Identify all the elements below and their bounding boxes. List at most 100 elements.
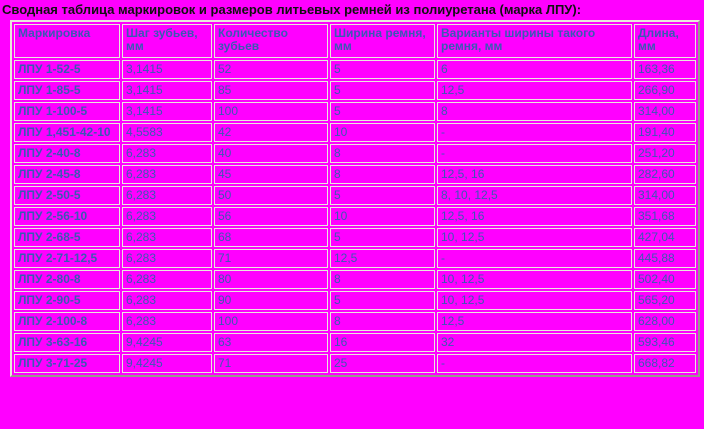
data-cell: 32	[437, 333, 632, 352]
data-cell: -	[437, 354, 632, 373]
row-label-cell: ЛПУ 2-80-8	[14, 270, 120, 289]
data-cell: 3,1415	[122, 60, 212, 79]
row-label-cell: ЛПУ 2-71-12,5	[14, 249, 120, 268]
data-cell: 12,5	[437, 81, 632, 100]
data-cell: 5	[330, 60, 435, 79]
data-cell: 8	[437, 102, 632, 121]
row-label-cell: ЛПУ 2-56-10	[14, 207, 120, 226]
data-cell: -	[437, 144, 632, 163]
data-cell: 25	[330, 354, 435, 373]
data-cell: 5	[330, 228, 435, 247]
data-cell: 6,283	[122, 144, 212, 163]
data-cell: 593,46	[634, 333, 696, 352]
table-row: ЛПУ 1-100-5 3,1415 100 5 8 314,00	[14, 102, 696, 121]
data-cell: 10, 12,5	[437, 291, 632, 310]
data-cell: 3,1415	[122, 81, 212, 100]
table-body: ЛПУ 1-52-5 3,1415 52 5 6 163,36 ЛПУ 1-85-5 3,14…	[14, 60, 696, 373]
data-cell: 100	[214, 102, 328, 121]
data-cell: 5	[330, 186, 435, 205]
column-header-belt-width: Ширина ремня, мм	[330, 24, 435, 58]
row-label-cell: ЛПУ 2-50-5	[14, 186, 120, 205]
row-label-cell: ЛПУ 2-40-8	[14, 144, 120, 163]
row-label-cell: ЛПУ 1,451-42-10	[14, 123, 120, 142]
row-label-cell: ЛПУ 1-52-5	[14, 60, 120, 79]
data-cell: 8	[330, 270, 435, 289]
data-cell: 5	[330, 102, 435, 121]
data-cell: 314,00	[634, 102, 696, 121]
data-cell: 668,82	[634, 354, 696, 373]
data-cell: 4,5583	[122, 123, 212, 142]
column-header-width-variants: Варианты ширины такого ремня, мм	[437, 24, 632, 58]
table-row: ЛПУ 2-45-8 6,283 45 8 12,5, 16 282,60	[14, 165, 696, 184]
data-cell: 5	[330, 81, 435, 100]
table-row: ЛПУ 2-56-10 6,283 56 10 12,5, 16 351,68	[14, 207, 696, 226]
row-label-cell: ЛПУ 1-85-5	[14, 81, 120, 100]
row-label-cell: ЛПУ 3-63-16	[14, 333, 120, 352]
data-cell: 85	[214, 81, 328, 100]
data-cell: 42	[214, 123, 328, 142]
table-row: ЛПУ 2-50-5 6,283 50 5 8, 10, 12,5 314,00	[14, 186, 696, 205]
data-cell: 56	[214, 207, 328, 226]
data-cell: 163,36	[634, 60, 696, 79]
table-row: ЛПУ 2-90-5 6,283 90 5 10, 12,5 565,20	[14, 291, 696, 310]
data-cell: 52	[214, 60, 328, 79]
data-cell: 100	[214, 312, 328, 331]
data-cell: 191,40	[634, 123, 696, 142]
data-cell: 8	[330, 144, 435, 163]
data-cell: 71	[214, 249, 328, 268]
table-header: Маркировка Шаг зубьев, мм Количество зуб…	[14, 24, 696, 58]
data-cell: 282,60	[634, 165, 696, 184]
row-label-cell: ЛПУ 1-100-5	[14, 102, 120, 121]
row-label-cell: ЛПУ 2-90-5	[14, 291, 120, 310]
data-cell: 266,90	[634, 81, 696, 100]
data-cell: 8	[330, 165, 435, 184]
data-cell: 8, 10, 12,5	[437, 186, 632, 205]
column-header-tooth-count: Количество зубьев	[214, 24, 328, 58]
data-cell: 6,283	[122, 312, 212, 331]
data-cell: 12,5, 16	[437, 165, 632, 184]
data-cell: -	[437, 123, 632, 142]
table-row: ЛПУ 2-68-5 6,283 68 5 10, 12,5 427,04	[14, 228, 696, 247]
data-cell: 6,283	[122, 207, 212, 226]
data-cell: 628,00	[634, 312, 696, 331]
header-row: Маркировка Шаг зубьев, мм Количество зуб…	[14, 24, 696, 58]
data-cell: 3,1415	[122, 102, 212, 121]
data-cell: -	[437, 249, 632, 268]
data-cell: 6,283	[122, 291, 212, 310]
data-cell: 9,4245	[122, 333, 212, 352]
table-row: ЛПУ 2-100-8 6,283 100 8 12,5 628,00	[14, 312, 696, 331]
column-header-marking: Маркировка	[14, 24, 120, 58]
data-cell: 90	[214, 291, 328, 310]
table-row: ЛПУ 2-80-8 6,283 80 8 10, 12,5 502,40	[14, 270, 696, 289]
data-cell: 10	[330, 123, 435, 142]
row-label-cell: ЛПУ 3-71-25	[14, 354, 120, 373]
data-cell: 16	[330, 333, 435, 352]
row-label-cell: ЛПУ 2-68-5	[14, 228, 120, 247]
data-cell: 12,5	[330, 249, 435, 268]
data-cell: 6,283	[122, 186, 212, 205]
data-cell: 50	[214, 186, 328, 205]
data-cell: 351,68	[634, 207, 696, 226]
data-cell: 6,283	[122, 270, 212, 289]
table-row: ЛПУ 1-52-5 3,1415 52 5 6 163,36	[14, 60, 696, 79]
row-label-cell: ЛПУ 2-45-8	[14, 165, 120, 184]
table-row: ЛПУ 2-40-8 6,283 40 8-251,20	[14, 144, 696, 163]
data-cell: 5	[330, 291, 435, 310]
data-cell: 80	[214, 270, 328, 289]
data-cell: 6,283	[122, 249, 212, 268]
data-cell: 40	[214, 144, 328, 163]
column-header-length: Длина, мм	[634, 24, 696, 58]
column-header-tooth-pitch: Шаг зубьев, мм	[122, 24, 212, 58]
table-row: ЛПУ 1,451-42-10 4,5583 42 10-191,40	[14, 123, 696, 142]
data-cell: 45	[214, 165, 328, 184]
data-cell: 12,5	[437, 312, 632, 331]
table-row: ЛПУ 1-85-5 3,1415 85 5 12,5 266,90	[14, 81, 696, 100]
data-cell: 10	[330, 207, 435, 226]
data-cell: 9,4245	[122, 354, 212, 373]
data-cell: 63	[214, 333, 328, 352]
data-cell: 68	[214, 228, 328, 247]
data-cell: 10, 12,5	[437, 270, 632, 289]
table-row: ЛПУ 2-71-12,5 6,283 71 12,5-445,88	[14, 249, 696, 268]
data-cell: 314,00	[634, 186, 696, 205]
data-cell: 445,88	[634, 249, 696, 268]
